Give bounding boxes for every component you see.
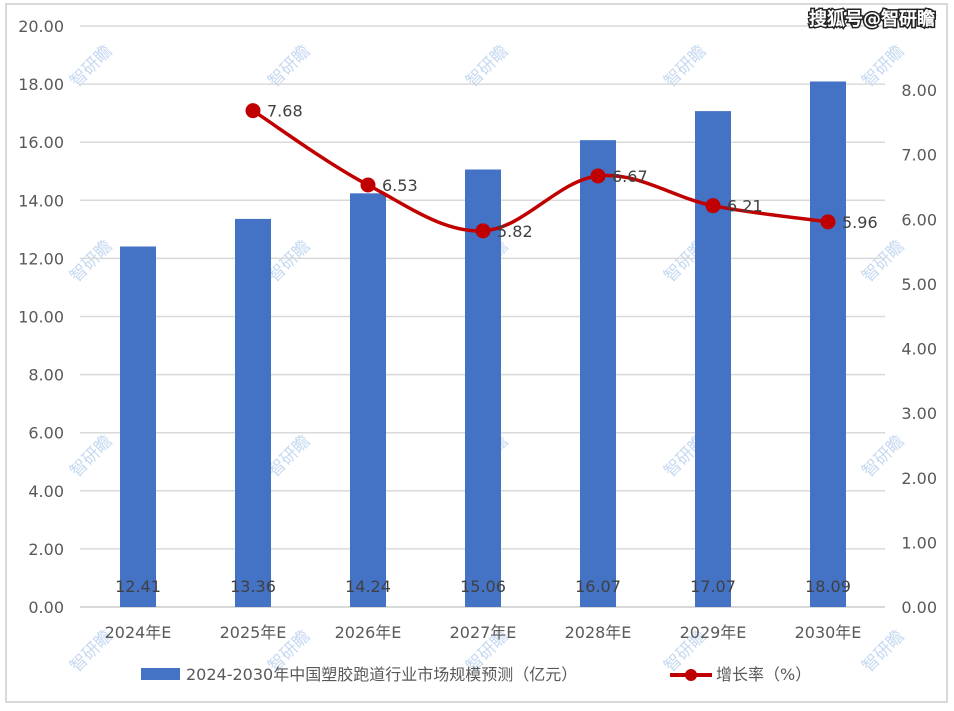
bar-data-label: 17.07 — [690, 577, 736, 596]
y2-tick-label: 8.00 — [901, 81, 937, 100]
watermark-text: 智研瞻 — [66, 431, 116, 481]
line-data-label: 6.21 — [727, 197, 763, 216]
y2-tick-label: 3.00 — [901, 404, 937, 423]
line-data-label: 5.96 — [842, 213, 878, 232]
bar — [810, 81, 846, 608]
y-tick-label: 8.00 — [28, 366, 64, 385]
line-data-label: 5.82 — [497, 222, 533, 241]
x-tick-label: 2029年E — [680, 623, 747, 642]
line-marker — [820, 214, 836, 230]
x-tick-label: 2025年E — [220, 623, 287, 642]
x-tick-label: 2026年E — [335, 623, 402, 642]
y-tick-label: 2.00 — [28, 540, 64, 559]
legend-bar-swatch — [141, 668, 180, 680]
y2-tick-label: 0.00 — [901, 598, 937, 617]
x-tick-label: 2024年E — [105, 623, 172, 642]
bar-data-labels: 12.41 13.36 14.24 15.06 16.07 17.07 18.09 — [115, 577, 851, 596]
line-marker — [360, 177, 376, 193]
bar — [695, 111, 731, 607]
bar — [235, 218, 271, 607]
chart-frame — [5, 3, 948, 703]
bar — [350, 193, 386, 607]
bar-data-label: 12.41 — [115, 577, 161, 596]
y2-tick-label: 1.00 — [901, 533, 937, 552]
legend-line-label: 增长率（%） — [716, 665, 811, 684]
x-tick-label: 2028年E — [565, 623, 632, 642]
x-tick-label: 2030年E — [795, 623, 862, 642]
line-data-label: 6.53 — [382, 176, 418, 195]
line-data-label: 7.68 — [267, 102, 303, 121]
bar — [580, 140, 616, 607]
y2-tick-label: 7.00 — [901, 146, 937, 165]
bar-data-label: 16.07 — [575, 577, 621, 596]
y-tick-label: 10.00 — [18, 308, 64, 327]
line-marker — [590, 168, 606, 184]
line-data-label: 6.67 — [612, 167, 648, 186]
line-marker — [475, 223, 491, 239]
watermark-text: 智研瞻 — [858, 626, 908, 676]
x-tick-label: 2027年E — [450, 623, 517, 642]
line-marker — [705, 198, 721, 214]
x-axis: 2024年E 2025年E 2026年E 2027年E 2028年E 2029年E 2030… — [105, 623, 862, 642]
bar — [465, 169, 501, 607]
y-tick-label: 14.00 — [18, 191, 64, 210]
bar-data-label: 13.36 — [230, 577, 276, 596]
y-tick-label: 4.00 — [28, 482, 64, 501]
y2-tick-label: 6.00 — [901, 210, 937, 229]
line-series: 7.68 6.53 5.82 6.67 6.21 5.96 — [245, 102, 878, 241]
y-axis-right: 0.00 1.00 2.00 3.00 4.00 5.00 6.00 7.00 8.00 — [901, 81, 937, 617]
legend-line-swatch — [670, 669, 712, 681]
line-marker — [245, 103, 261, 119]
y-tick-label: 0.00 — [28, 598, 64, 617]
y2-tick-label: 4.00 — [901, 340, 937, 359]
y2-tick-label: 2.00 — [901, 469, 937, 488]
bar-data-label: 14.24 — [345, 577, 391, 596]
y-tick-label: 18.00 — [18, 75, 64, 94]
watermark-text: 智研瞻 — [264, 236, 314, 286]
bar — [120, 246, 156, 607]
watermark-text: 智研瞻 — [66, 236, 116, 286]
y-axis-left: 0.00 2.00 4.00 6.00 8.00 10.00 12.00 14.00 16.00… — [18, 17, 64, 617]
bar-data-label: 15.06 — [460, 577, 506, 596]
bar-data-label: 18.09 — [805, 577, 851, 596]
y2-tick-label: 5.00 — [901, 275, 937, 294]
y-tick-label: 16.00 — [18, 133, 64, 152]
y-tick-label: 20.00 — [18, 17, 64, 36]
y-tick-label: 6.00 — [28, 424, 64, 443]
brand-watermark: 搜狐号@智研瞻 — [809, 8, 935, 30]
y-tick-label: 12.00 — [18, 249, 64, 268]
legend-bar-label: 2024-2030年中国塑胶跑道行业市场规模预测（亿元） — [186, 665, 577, 684]
watermark-text: 智研瞻 — [264, 431, 314, 481]
bar-series — [120, 81, 846, 608]
legend: 2024-2030年中国塑胶跑道行业市场规模预测（亿元） 增长率（%） — [141, 665, 811, 684]
